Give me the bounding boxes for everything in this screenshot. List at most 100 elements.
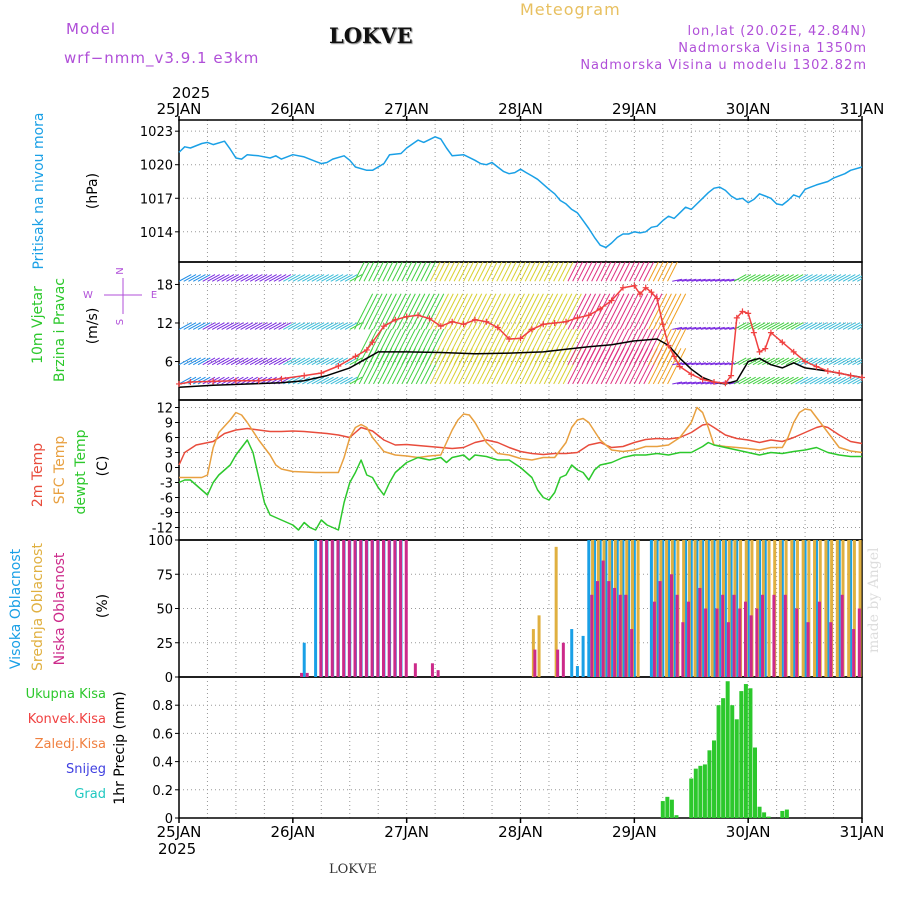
wind-speed-marker xyxy=(187,379,194,386)
wind-barb xyxy=(302,357,315,366)
wind-barb xyxy=(804,357,818,366)
x-tick-label-bottom: 28JAN xyxy=(498,823,543,841)
wind-barb xyxy=(448,328,468,365)
wind-barbs xyxy=(179,262,862,385)
cloud-bar-visoka xyxy=(604,540,608,677)
wind-barb xyxy=(425,293,445,330)
wind-barb xyxy=(287,376,301,385)
wind-barb xyxy=(330,274,344,282)
wind-barb xyxy=(757,376,771,385)
cloud-bar-niska xyxy=(376,540,380,677)
wind-barb xyxy=(762,274,775,282)
wind-barb xyxy=(472,293,492,330)
cloud-bar-srednja xyxy=(636,540,640,677)
wind-barb xyxy=(429,293,449,330)
wind-barb xyxy=(283,274,296,282)
wind-barb xyxy=(529,262,541,282)
wind-barb xyxy=(681,278,692,282)
wind-barb xyxy=(368,293,388,330)
wind-barb xyxy=(406,328,426,365)
cloud-bar-srednja xyxy=(537,615,541,677)
wind-barb xyxy=(771,274,785,282)
wind-barb xyxy=(629,328,649,365)
year-label-bottom: 2025 xyxy=(158,840,196,858)
wind-barb xyxy=(781,322,794,330)
wind-barb xyxy=(467,293,487,330)
cloud-bar-niska xyxy=(687,601,691,677)
cloud-bar-niska xyxy=(319,540,323,677)
wind-barb xyxy=(752,322,766,330)
y-tick-label: -3 xyxy=(160,477,173,492)
wind-barb xyxy=(567,328,587,365)
wind-speed-marker xyxy=(767,329,774,336)
precip-unit: 1hr Precip (mm) xyxy=(112,691,128,804)
cloud-bar-srednja xyxy=(835,540,839,677)
wind-barb xyxy=(710,362,721,366)
wind-barb xyxy=(705,278,716,282)
wind-barb xyxy=(458,328,478,365)
wind-barb xyxy=(691,381,702,385)
wind-speed-marker xyxy=(506,336,513,343)
wind-barb xyxy=(472,262,484,282)
wind-barb xyxy=(662,262,674,282)
temp-2m-title: 2m Temp xyxy=(30,443,46,507)
wind-barb xyxy=(652,262,664,282)
wind-barb xyxy=(188,322,202,330)
wind-barb xyxy=(586,262,598,282)
wind-barb xyxy=(259,322,273,330)
wind-barb xyxy=(790,274,804,282)
wind-barb xyxy=(581,293,601,330)
y-tick-label: 9 xyxy=(165,417,173,432)
wind-barb xyxy=(202,357,216,366)
wind-barb xyxy=(738,274,752,282)
wind-barb xyxy=(548,328,568,365)
precip-bar xyxy=(693,768,698,818)
wind-barb xyxy=(610,262,621,282)
wind-barb xyxy=(676,381,687,385)
wind-barb xyxy=(202,322,216,330)
wind-barb xyxy=(387,328,407,365)
cloud-bar-niska xyxy=(669,574,673,677)
wind-barb xyxy=(771,376,785,385)
wind-speed-marker xyxy=(551,319,558,326)
y-tick-label: 12 xyxy=(156,402,173,417)
wind-barb xyxy=(197,357,211,366)
x-tick-label-bottom: 27JAN xyxy=(384,823,429,841)
cloud-bar-niska xyxy=(783,594,787,677)
cloud-bar-niska xyxy=(806,622,810,677)
wind-barb xyxy=(486,262,498,282)
wind-speed-marker xyxy=(210,378,217,385)
x-tick-label-top: 31JAN xyxy=(840,100,885,118)
temp-unit: (C) xyxy=(95,456,111,477)
wind-barb xyxy=(710,326,721,330)
wind-barb xyxy=(790,322,804,330)
wind-barb xyxy=(795,322,809,330)
wind-barb xyxy=(226,357,239,366)
wind-barb xyxy=(240,357,254,366)
pressure-unit: (hPa) xyxy=(85,173,101,209)
wind-barb xyxy=(358,293,378,330)
wind-barb xyxy=(657,262,669,282)
y-tick-label: 0.4 xyxy=(152,756,173,771)
wind-barb xyxy=(382,293,402,330)
y-tick-label: 75 xyxy=(156,568,173,583)
cloud-bar-niska xyxy=(852,629,856,677)
wind-speed-marker xyxy=(659,321,666,328)
wind-barb xyxy=(501,262,512,282)
wind-barb xyxy=(373,328,393,365)
wind-barb xyxy=(368,328,388,365)
wind-barb xyxy=(539,293,559,330)
wind-barb xyxy=(785,274,799,282)
cloud-bar-srednja xyxy=(807,540,811,677)
wind-barb xyxy=(695,278,706,282)
cloud-bar-niska xyxy=(772,594,776,677)
wind-barb xyxy=(183,274,197,282)
wind-barb xyxy=(771,357,785,366)
wind-barb xyxy=(624,328,644,365)
wind-barb xyxy=(515,293,535,330)
wind-speed-marker xyxy=(756,348,763,355)
cloud-bar-visoka xyxy=(314,540,318,677)
wind-speed-marker xyxy=(335,362,342,369)
temp-sfc-title: SFC Temp xyxy=(52,436,68,505)
wind-barb xyxy=(828,322,842,330)
